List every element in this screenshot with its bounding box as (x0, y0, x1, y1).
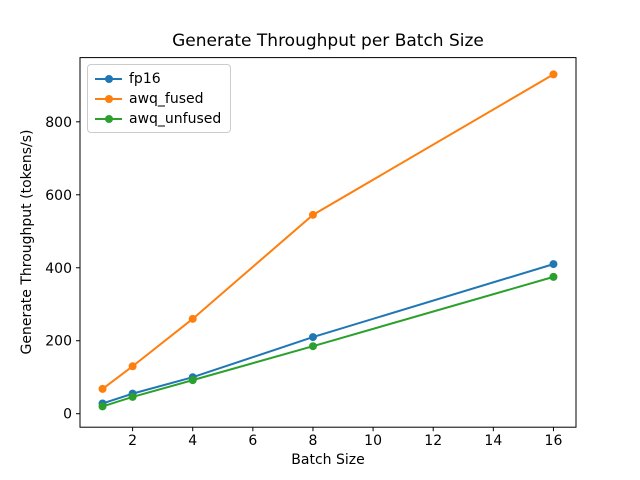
x-tick-label: 10 (364, 433, 382, 449)
y-tick-label: 0 (63, 407, 72, 423)
y-axis-label: Generate Throughput (tokens/s) (19, 129, 35, 355)
x-tick-label: 4 (188, 433, 197, 449)
axes-frame (79, 57, 577, 428)
legend-label: fp16 (129, 70, 161, 87)
legend-item-fp16: fp16 (95, 69, 221, 88)
x-axis-label: Batch Size (291, 452, 365, 468)
series-point-awq_fused (188, 314, 197, 323)
legend-item-awq_unfused: awq_unfused (95, 109, 221, 128)
x-tick-label: 2 (128, 433, 137, 449)
series-point-awq_unfused (549, 272, 558, 281)
series-point-awq_fused (98, 384, 107, 393)
series-point-awq_fused (128, 362, 137, 371)
legend-dot-sample (104, 114, 113, 123)
legend-dot-sample (104, 74, 113, 83)
y-tick-label: 600 (45, 188, 72, 204)
legend: fp16 awq_fused awq_unfused (87, 64, 232, 133)
x-tick-label: 12 (424, 433, 442, 449)
legend-marker-awq_fused (95, 94, 122, 104)
series-line-awq_unfused (102, 275, 554, 408)
series-point-awq_unfused (188, 376, 197, 385)
legend-label: awq_fused (129, 90, 204, 107)
legend-item-awq_fused: awq_fused (95, 89, 221, 108)
series-point-awq_unfused (98, 402, 107, 411)
legend-label: awq_unfused (129, 110, 222, 127)
chart-title: Generate Throughput per Batch Size (172, 31, 484, 51)
series-point-fp16 (308, 333, 317, 342)
x-tick-label: 16 (545, 433, 563, 449)
y-tick-label: 200 (45, 334, 72, 350)
x-tick-label: 6 (248, 433, 257, 449)
series-point-awq_unfused (128, 392, 137, 401)
series-point-awq_fused (549, 70, 558, 79)
series-point-fp16 (549, 260, 558, 269)
legend-marker-fp16 (95, 74, 122, 84)
y-tick-label: 400 (45, 261, 72, 277)
series-line-fp16 (102, 263, 554, 405)
series-point-awq_fused (308, 210, 317, 219)
legend-dot-sample (104, 94, 113, 103)
x-tick-label: 14 (484, 433, 502, 449)
series-point-awq_unfused (308, 342, 317, 351)
y-tick-label: 800 (45, 115, 72, 131)
x-tick-label: 8 (309, 433, 318, 449)
legend-marker-awq_unfused (95, 114, 122, 124)
